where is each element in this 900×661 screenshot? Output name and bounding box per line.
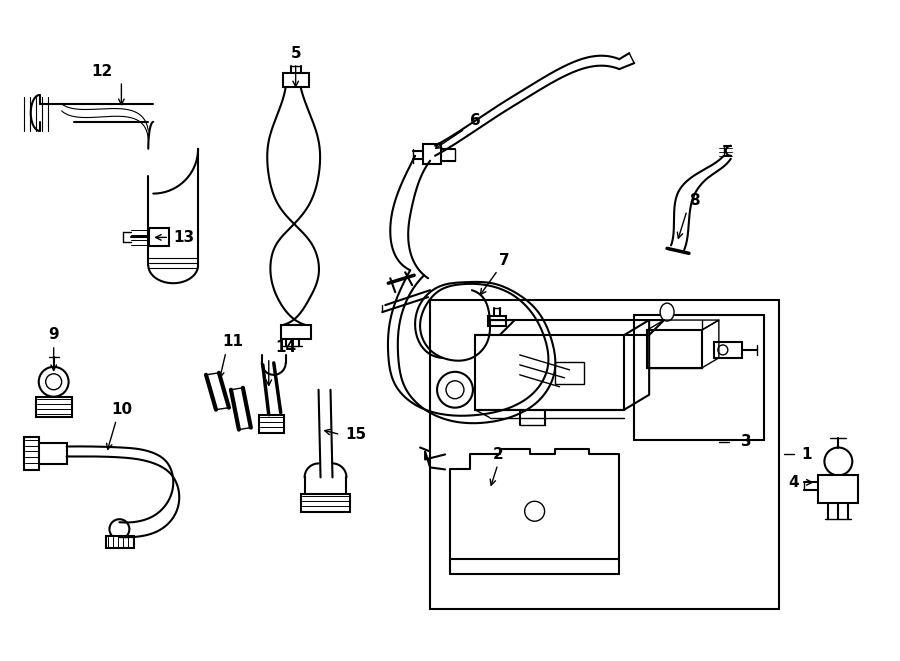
Text: 1: 1 (801, 447, 812, 462)
Circle shape (446, 381, 464, 399)
Bar (488, 316, 506, 326)
Bar (647, 330, 702, 368)
Text: 11: 11 (222, 334, 243, 350)
Text: 4: 4 (788, 475, 799, 490)
Bar (423, 144, 441, 164)
Ellipse shape (660, 303, 674, 321)
Bar (106, 536, 134, 548)
Text: 3: 3 (742, 434, 752, 449)
Text: 12: 12 (91, 63, 112, 79)
Circle shape (39, 367, 68, 397)
Circle shape (437, 372, 472, 408)
Bar (32, 442, 67, 465)
Bar (475, 335, 625, 410)
Text: 13: 13 (174, 230, 194, 245)
Text: 14: 14 (275, 340, 296, 356)
Bar (149, 229, 169, 247)
Bar (554, 362, 584, 384)
Bar (430, 300, 778, 609)
Bar (36, 397, 72, 416)
Circle shape (46, 374, 61, 390)
Text: 9: 9 (49, 327, 59, 342)
Circle shape (718, 345, 728, 355)
Text: 10: 10 (111, 402, 132, 417)
Text: 5: 5 (291, 46, 301, 61)
Text: 6: 6 (470, 114, 481, 128)
Bar (714, 342, 742, 358)
Circle shape (824, 447, 852, 475)
Text: 7: 7 (500, 253, 510, 268)
Bar (818, 475, 859, 503)
Text: 15: 15 (345, 427, 366, 442)
Text: 2: 2 (492, 447, 503, 462)
Bar (281, 325, 310, 339)
Bar (23, 436, 39, 471)
Bar (259, 414, 284, 432)
Circle shape (110, 519, 130, 539)
Bar (634, 315, 764, 440)
Text: 8: 8 (688, 193, 699, 208)
Bar (283, 73, 309, 87)
Circle shape (525, 501, 544, 521)
Bar (301, 494, 350, 512)
